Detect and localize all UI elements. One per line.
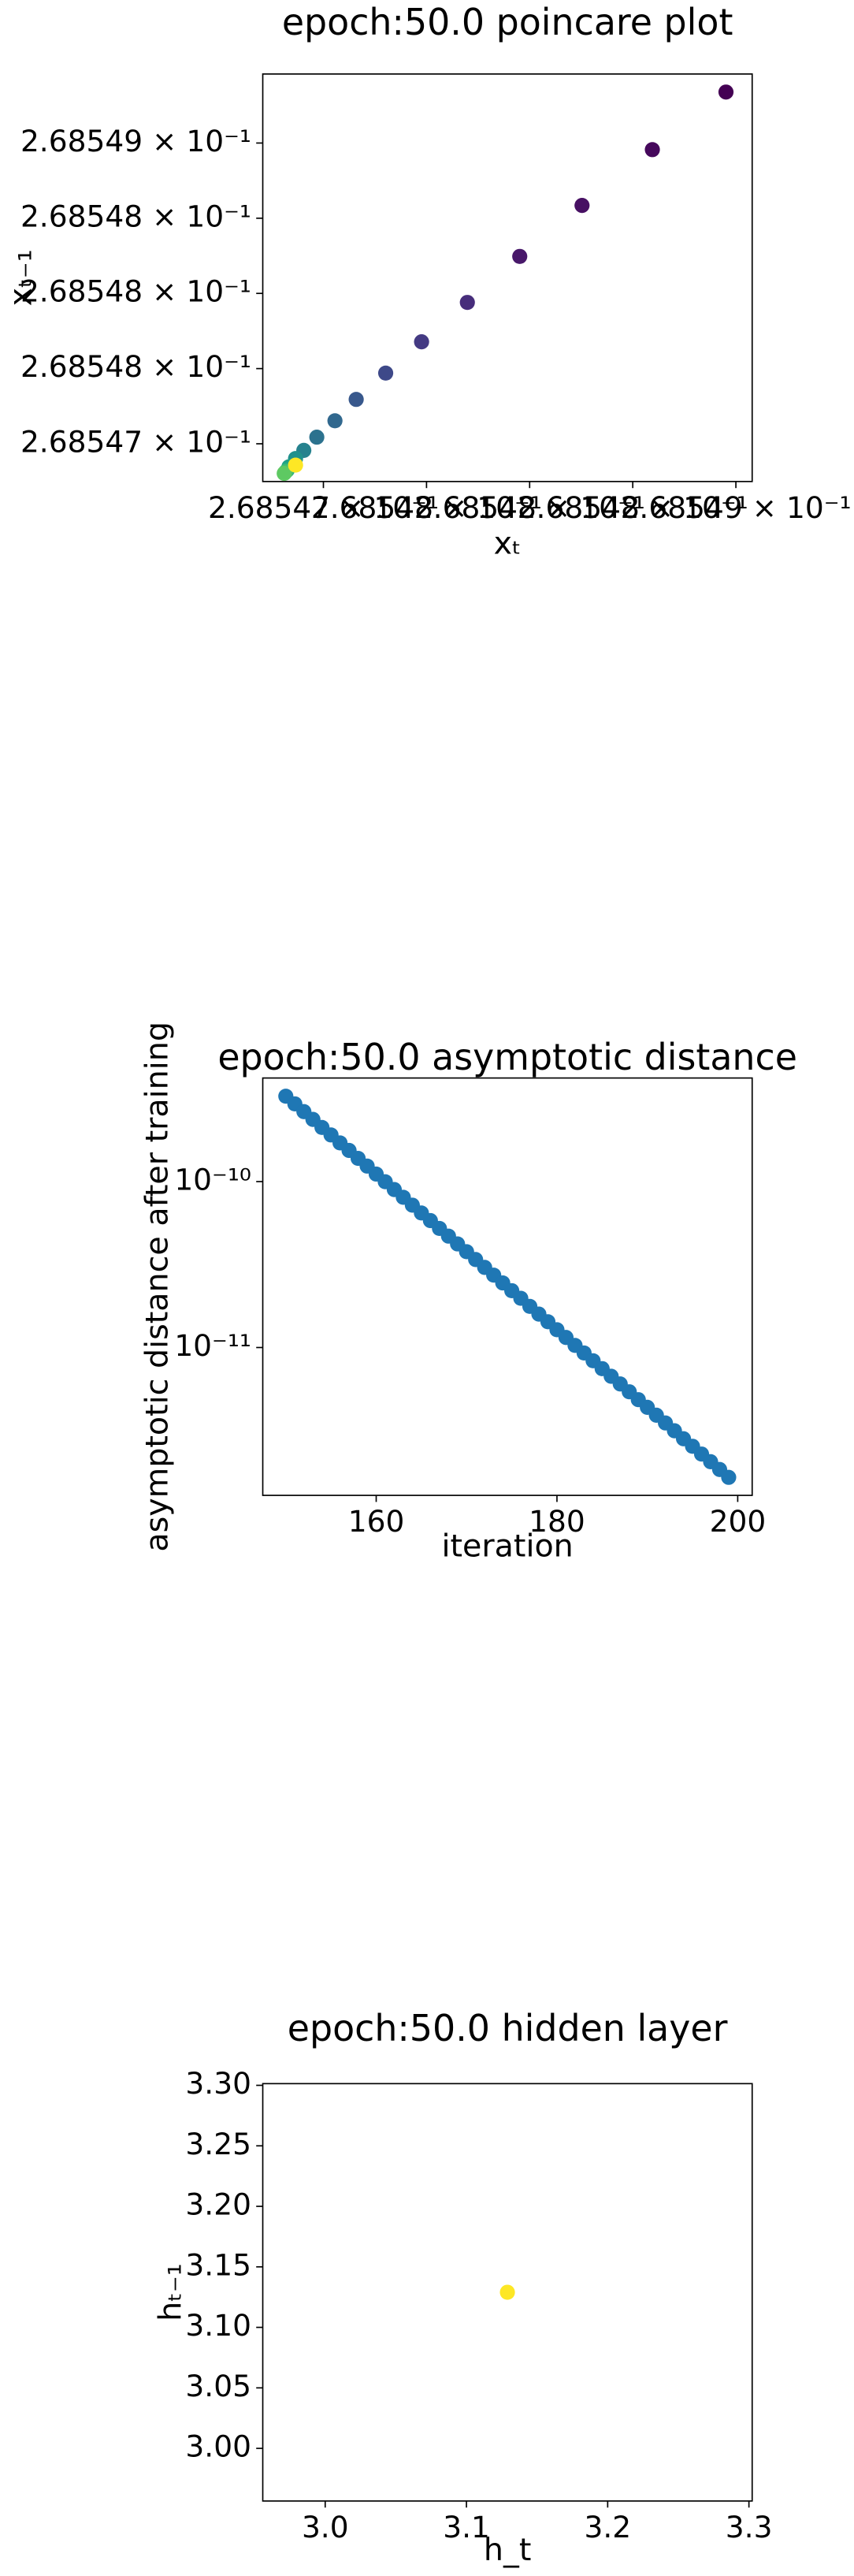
- x-tick-label: 160: [348, 1504, 405, 1539]
- y-tick-label: 2.68547 × 10⁻¹: [20, 424, 251, 459]
- x-tick-label: 3.0: [302, 2510, 349, 2544]
- y-tick-label: 3.05: [185, 2369, 251, 2403]
- x-tick-label: 2.68548 × 10⁻¹: [518, 490, 748, 525]
- point: [644, 142, 660, 158]
- y-tick-label: 2.68548 × 10⁻¹: [20, 199, 251, 233]
- y-tick-label: 2.68549 × 10⁻¹: [20, 124, 251, 158]
- point: [574, 198, 590, 214]
- point: [499, 2284, 515, 2300]
- point: [288, 457, 303, 473]
- x-tick-label: 2.68548 × 10⁻¹: [311, 490, 542, 525]
- plot-frame: [262, 2083, 753, 2502]
- x-tick-label: 3.3: [726, 2510, 773, 2544]
- y-tick-label: 3.30: [185, 2066, 251, 2101]
- x-tick-label: 3.1: [443, 2510, 490, 2544]
- x-tick-label: 200: [710, 1504, 767, 1539]
- point: [277, 465, 292, 482]
- y-tick-label: 3.20: [185, 2187, 251, 2222]
- chart-title: epoch:50.0 poincare plot: [282, 1, 733, 43]
- point: [721, 1469, 737, 1485]
- plot-frame: [262, 1077, 753, 1496]
- x-axis-label: h_t: [484, 2532, 531, 2568]
- y-tick-label: 3.15: [185, 2247, 251, 2282]
- y-tick-label: 10⁻¹¹: [174, 1328, 251, 1363]
- point: [459, 295, 475, 311]
- y-axis-label: asymptotic distance after training: [139, 1022, 176, 1552]
- point: [512, 248, 528, 264]
- point: [348, 392, 364, 408]
- point: [718, 84, 734, 100]
- y-axis-label: hₜ₋₁: [152, 2263, 188, 2321]
- x-tick-label: 2.68548 × 10⁻¹: [414, 490, 645, 525]
- plot-frame: [262, 73, 753, 482]
- y-tick-label: 3.00: [185, 2429, 251, 2464]
- x-axis-label: iteration: [442, 1528, 574, 1564]
- y-tick-label: 2.68548 × 10⁻¹: [20, 274, 251, 309]
- y-tick-label: 2.68548 × 10⁻¹: [20, 349, 251, 384]
- point: [309, 430, 325, 445]
- x-tick-label: 2.68547 × 10⁻¹: [208, 490, 439, 525]
- x-tick-label: 3.2: [585, 2510, 632, 2544]
- point: [377, 365, 394, 381]
- chart-title: epoch:50.0 hidden layer: [288, 2007, 728, 2049]
- y-tick-label: 3.25: [185, 2127, 251, 2161]
- y-tick-label: 3.10: [185, 2308, 251, 2343]
- chart-title: epoch:50.0 asymptotic distance: [217, 1036, 797, 1078]
- y-tick-label: 10⁻¹⁰: [174, 1162, 251, 1197]
- y-axis-label: xₜ₋₁: [3, 249, 39, 306]
- point: [414, 334, 429, 350]
- x-tick-label: 2.68549 × 10⁻¹: [621, 490, 852, 525]
- point: [327, 413, 343, 429]
- x-axis-label: xₜ: [494, 526, 522, 562]
- x-tick-label: 180: [529, 1504, 585, 1539]
